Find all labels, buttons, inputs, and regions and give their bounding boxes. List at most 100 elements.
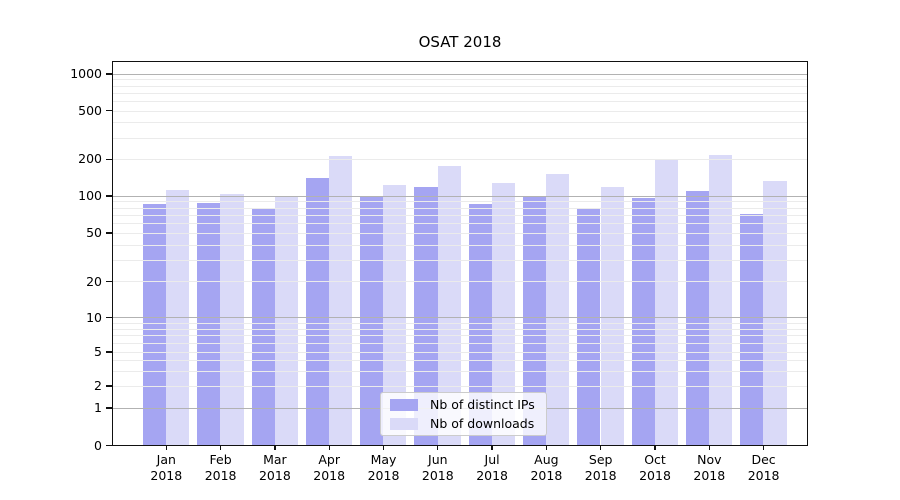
year-label: 2018 — [204, 467, 237, 483]
y-tick-mark-0 — [106, 444, 112, 447]
legend: Nb of distinct IPs Nb of downloads — [380, 392, 547, 436]
gridline-6 — [113, 342, 807, 344]
month-label: Apr — [318, 452, 340, 467]
y-tick-mark-1 — [106, 407, 112, 409]
gridline-7 — [113, 335, 807, 337]
y-tick-mark-50 — [106, 232, 112, 234]
gridline-80 — [113, 207, 807, 209]
y-axis-tick-label-20: 20 — [86, 273, 102, 289]
gridline-70 — [113, 214, 807, 216]
y-tick-mark-100 — [106, 195, 112, 197]
gridline-2 — [113, 385, 807, 387]
x-tick-mark-nov — [708, 445, 710, 450]
y-tick-mark-2 — [106, 385, 112, 387]
x-axis-tick-label-sep: Sep 2018 — [571, 452, 631, 483]
x-axis-tick-label-oct: Oct 2018 — [625, 452, 685, 483]
gridline-400 — [113, 122, 807, 124]
bar-downloads-nov — [709, 155, 733, 445]
y-tick-mark-10 — [106, 316, 112, 319]
gridline-5 — [113, 351, 807, 353]
x-axis-tick-label-jul: Jul 2018 — [462, 452, 522, 483]
month-label: Jul — [484, 452, 500, 467]
gridline-200 — [113, 159, 807, 161]
bar-distinct-ips-sep — [577, 208, 601, 445]
year-label: 2018 — [150, 467, 183, 483]
bars-layer — [113, 62, 807, 445]
legend-row-distinct-ips: Nb of distinct IPs — [390, 397, 546, 412]
grid-layer — [113, 62, 807, 445]
x-tick-mark-apr — [328, 445, 330, 450]
bar-distinct-ips-feb — [197, 203, 221, 445]
gridline-30 — [113, 259, 807, 261]
y-tick-mark-200 — [106, 158, 112, 161]
gridline-3 — [113, 370, 807, 372]
y-tick-mark-1000 — [106, 73, 112, 75]
year-label: 2018 — [258, 467, 291, 483]
gridline-4 — [113, 360, 807, 362]
gridline-60 — [113, 223, 807, 224]
year-label: 2018 — [367, 467, 400, 483]
legend-swatch-distinct-ips — [390, 398, 418, 411]
x-axis-tick-label-apr: Apr 2018 — [299, 452, 359, 483]
x-tick-mark-jun — [437, 445, 439, 450]
y-axis-tick-label-500: 500 — [78, 102, 102, 118]
bar-downloads-may — [383, 185, 407, 445]
gridline-600 — [113, 100, 807, 102]
bar-downloads-mar — [274, 196, 298, 445]
legend-swatch-downloads — [390, 417, 418, 430]
month-label: May — [370, 452, 397, 467]
x-axis-tick-label-mar: Mar 2018 — [245, 452, 305, 483]
month-label: Jun — [428, 452, 448, 467]
y-axis-tick-label-2: 2 — [94, 377, 102, 393]
gridline-1000 — [113, 73, 807, 75]
x-tick-mark-oct — [654, 445, 656, 450]
gridline-9 — [113, 322, 807, 324]
gridline-50 — [113, 232, 807, 234]
legend-label-distinct-ips: Nb of distinct IPs — [430, 397, 535, 412]
bar-downloads-dec — [763, 181, 787, 445]
y-axis-tick-label-1: 1 — [94, 399, 102, 415]
gridline-100 — [113, 195, 807, 197]
bar-distinct-ips-aug — [523, 197, 547, 445]
bar-distinct-ips-oct — [631, 197, 655, 445]
chart-title: OSAT 2018 — [418, 33, 502, 51]
x-tick-mark-may — [382, 445, 385, 450]
gridline-20 — [113, 281, 807, 283]
gridline-8 — [113, 328, 807, 330]
gridline-90 — [113, 201, 807, 203]
x-tick-mark-jan — [165, 445, 167, 450]
y-axis-tick-label-100: 100 — [78, 188, 102, 204]
month-label: Aug — [534, 452, 559, 467]
bar-downloads-jun — [437, 165, 461, 445]
year-label: 2018 — [639, 467, 671, 483]
y-tick-mark-20 — [106, 280, 112, 283]
year-label: 2018 — [530, 467, 563, 483]
month-label: Dec — [751, 452, 776, 467]
plot-area — [112, 60, 808, 446]
year-label: 2018 — [313, 467, 346, 483]
x-tick-mark-feb — [219, 445, 222, 450]
year-label: 2018 — [747, 467, 780, 483]
bar-downloads-apr — [329, 155, 353, 445]
gridline-900 — [113, 79, 807, 81]
y-axis-tick-label-1000: 1000 — [70, 66, 102, 81]
y-axis-tick-label-200: 200 — [78, 151, 102, 167]
x-tick-mark-sep — [600, 445, 602, 450]
y-axis-tick-label-0: 0 — [94, 437, 102, 453]
bar-downloads-sep — [600, 187, 624, 445]
x-axis-tick-label-may: May 2018 — [354, 452, 414, 483]
bar-downloads-feb — [220, 193, 244, 445]
gridline-700 — [113, 92, 807, 94]
bar-downloads-oct — [654, 160, 678, 445]
bar-distinct-ips-may — [360, 197, 384, 445]
y-axis-tick-label-10: 10 — [86, 309, 102, 325]
x-tick-mark-aug — [545, 445, 548, 450]
legend-label-downloads: Nb of downloads — [430, 416, 535, 431]
month-label: Mar — [263, 452, 287, 467]
gridline-800 — [113, 85, 807, 87]
month-label: Feb — [209, 452, 232, 467]
month-label: Jan — [156, 452, 176, 467]
y-tick-mark-5 — [106, 351, 112, 353]
bar-downloads-jul — [491, 182, 516, 445]
